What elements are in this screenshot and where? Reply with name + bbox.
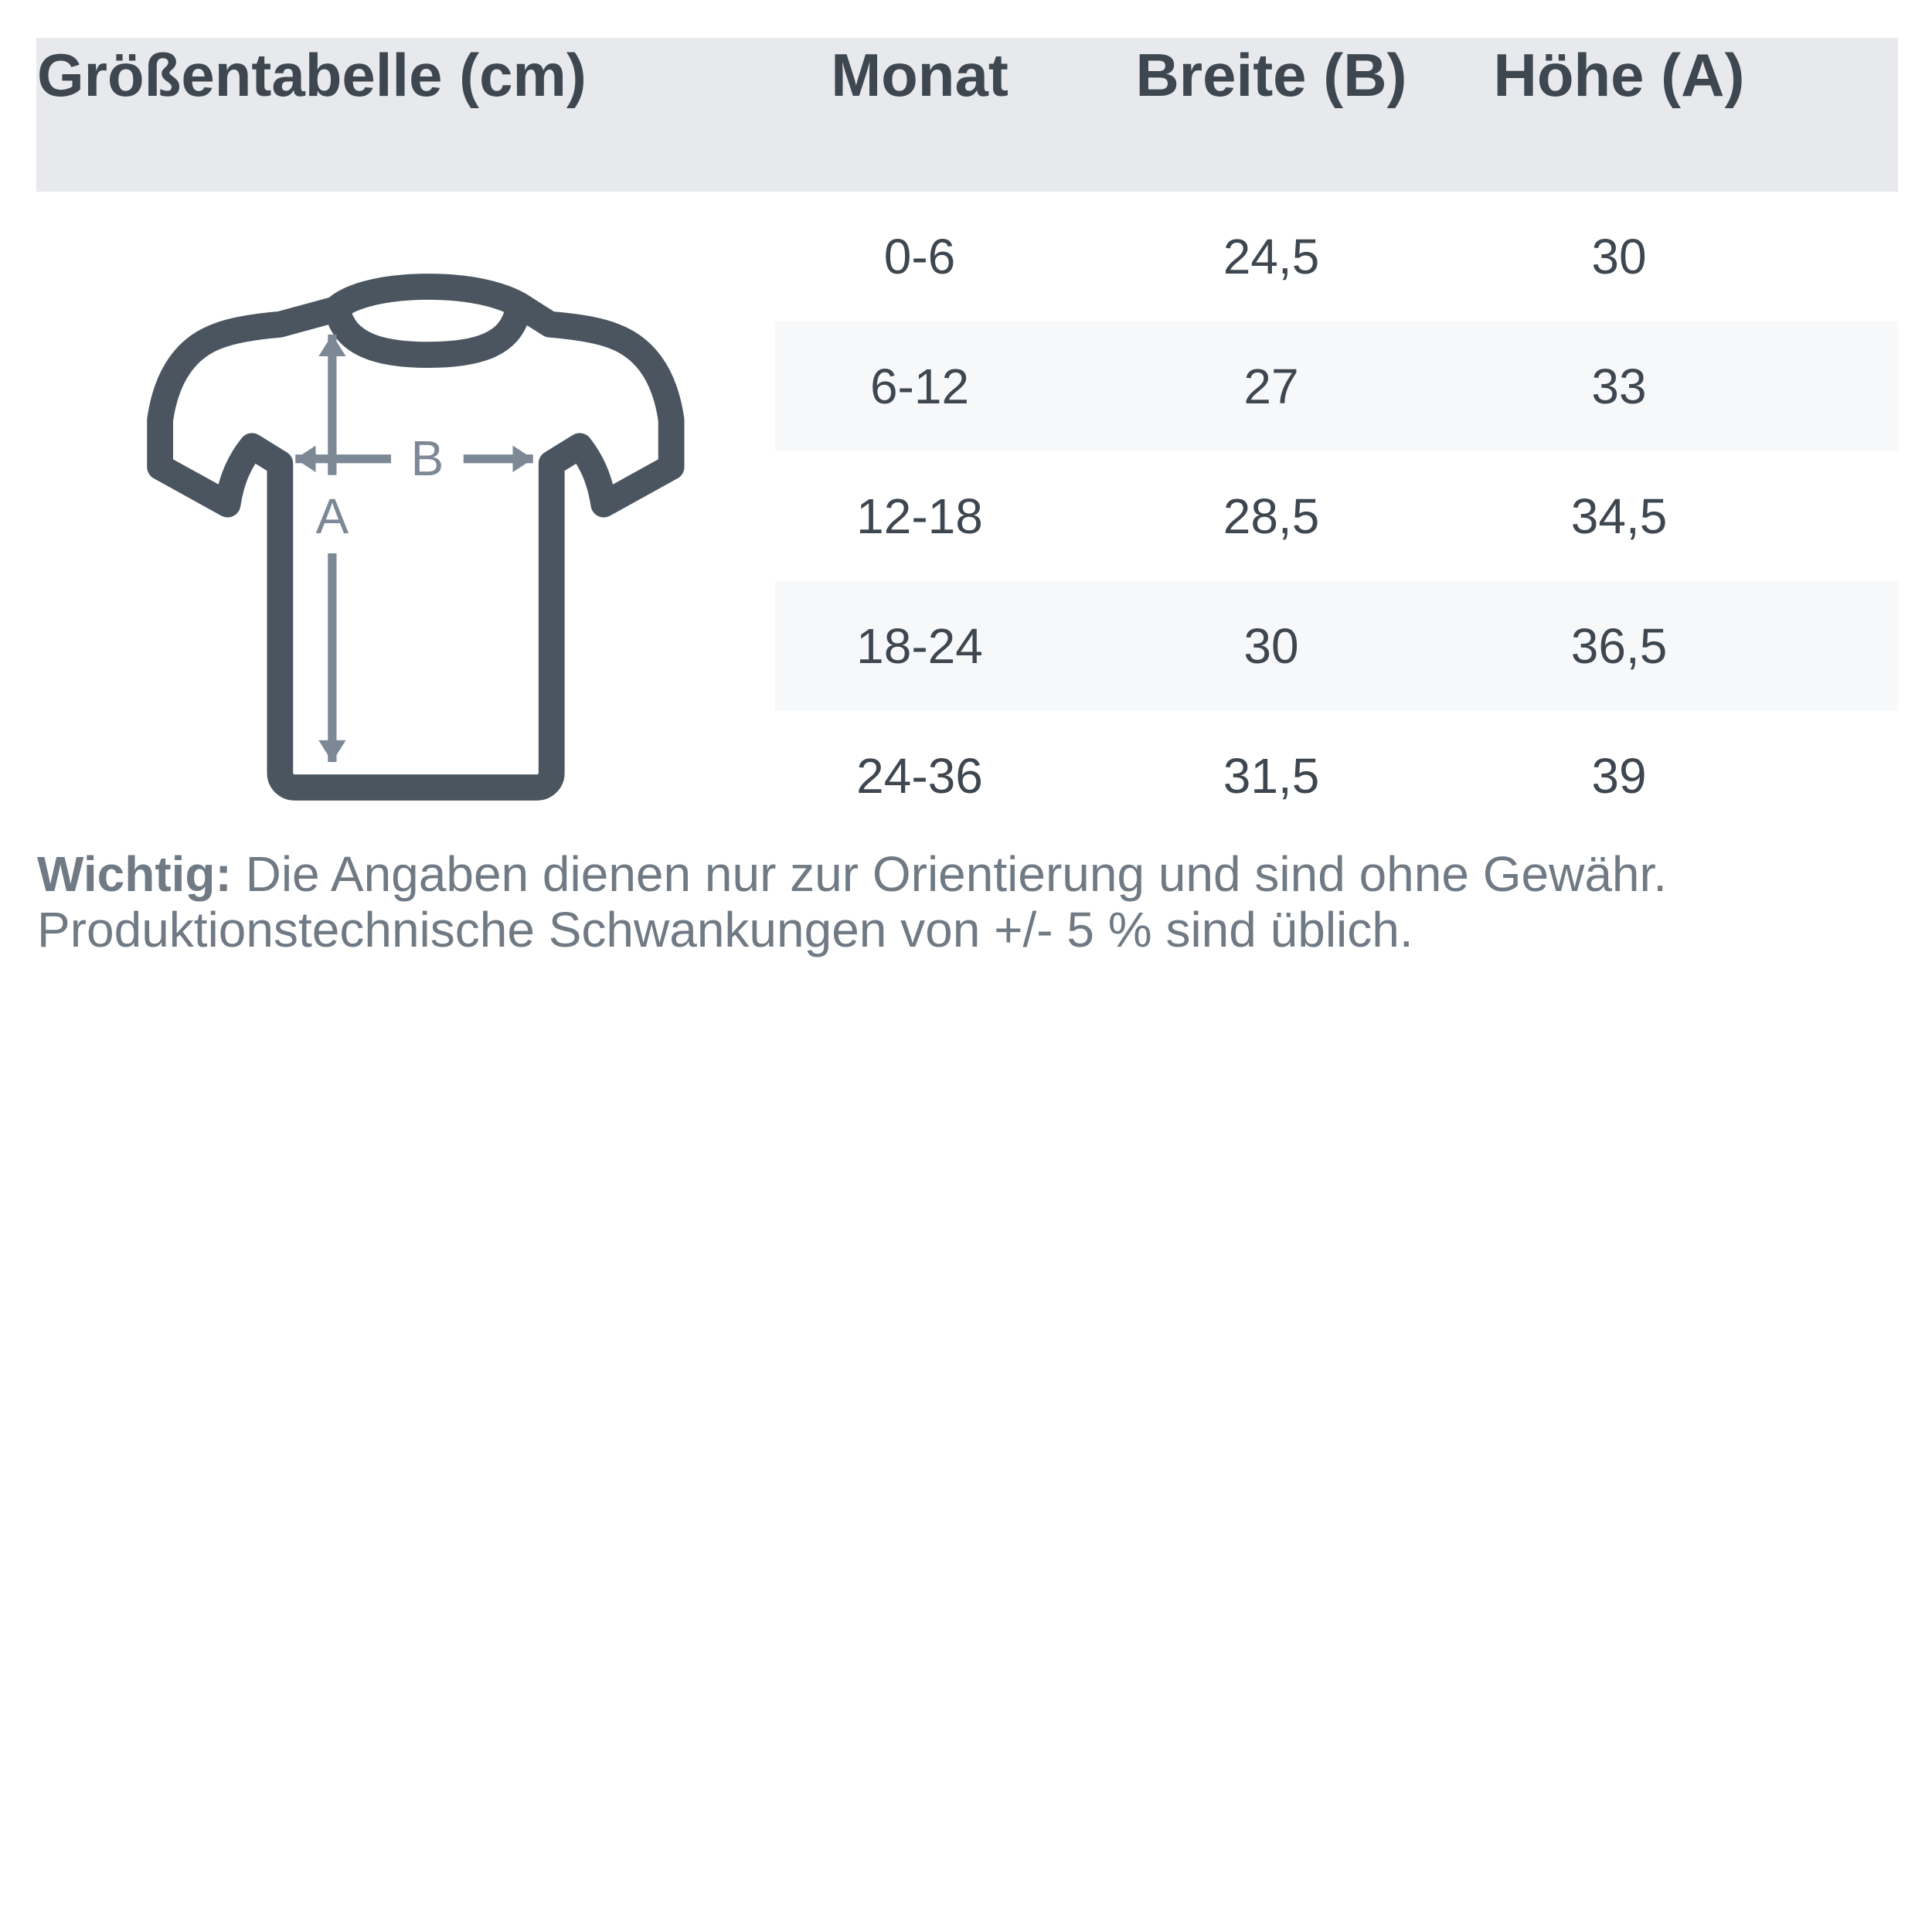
svg-text:A: A — [316, 488, 349, 544]
svg-text:B: B — [411, 430, 444, 486]
